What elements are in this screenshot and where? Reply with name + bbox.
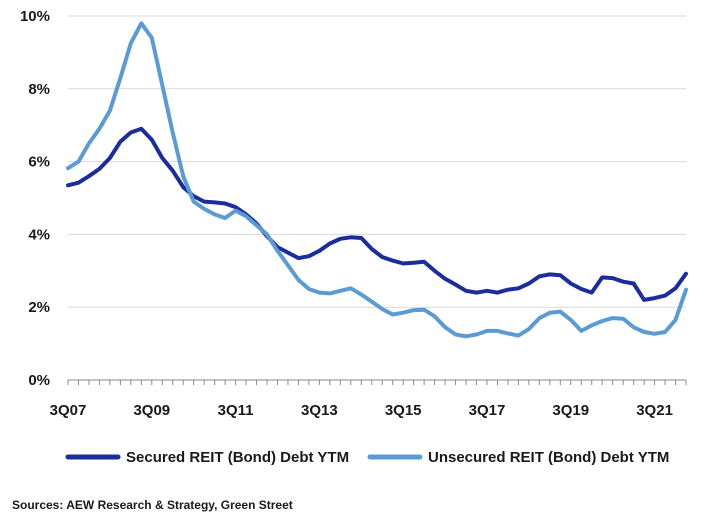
x-tick-label: 3Q19 xyxy=(552,402,589,419)
x-tick-label: 3Q15 xyxy=(385,402,422,419)
legend-label: Secured REIT (Bond) Debt YTM xyxy=(126,449,349,466)
series-lines xyxy=(66,21,688,339)
x-tick-label: 3Q09 xyxy=(133,402,170,419)
legend: Secured REIT (Bond) Debt YTM Unsecured RE… xyxy=(65,449,669,466)
x-tick-label: 3Q13 xyxy=(301,402,338,419)
gridlines xyxy=(68,15,686,308)
source-note: Sources: AEW Research & Strategy, Green … xyxy=(12,498,293,512)
y-tick-label: 10% xyxy=(20,8,50,25)
x-tick-label: 3Q21 xyxy=(636,402,673,419)
x-axis: 3Q07 3Q09 3Q11 3Q13 3Q15 3Q17 3Q19 3Q21 xyxy=(50,379,687,419)
y-axis-ticks: 0% 2% 4% 6% 8% 10% xyxy=(20,8,50,389)
x-tick-label: 3Q11 xyxy=(218,402,254,419)
y-tick-label: 6% xyxy=(28,154,50,171)
x-tick-label: 3Q07 xyxy=(50,402,87,419)
y-tick-label: 4% xyxy=(28,226,50,243)
y-tick-label: 0% xyxy=(28,372,50,389)
series-line-unsecured xyxy=(66,21,688,339)
legend-label: Unsecured REIT (Bond) Debt YTM xyxy=(428,449,669,466)
y-tick-label: 2% xyxy=(28,299,50,316)
x-tick-label: 3Q17 xyxy=(469,402,506,419)
series-line-secured xyxy=(66,126,688,302)
y-tick-label: 8% xyxy=(28,81,50,98)
